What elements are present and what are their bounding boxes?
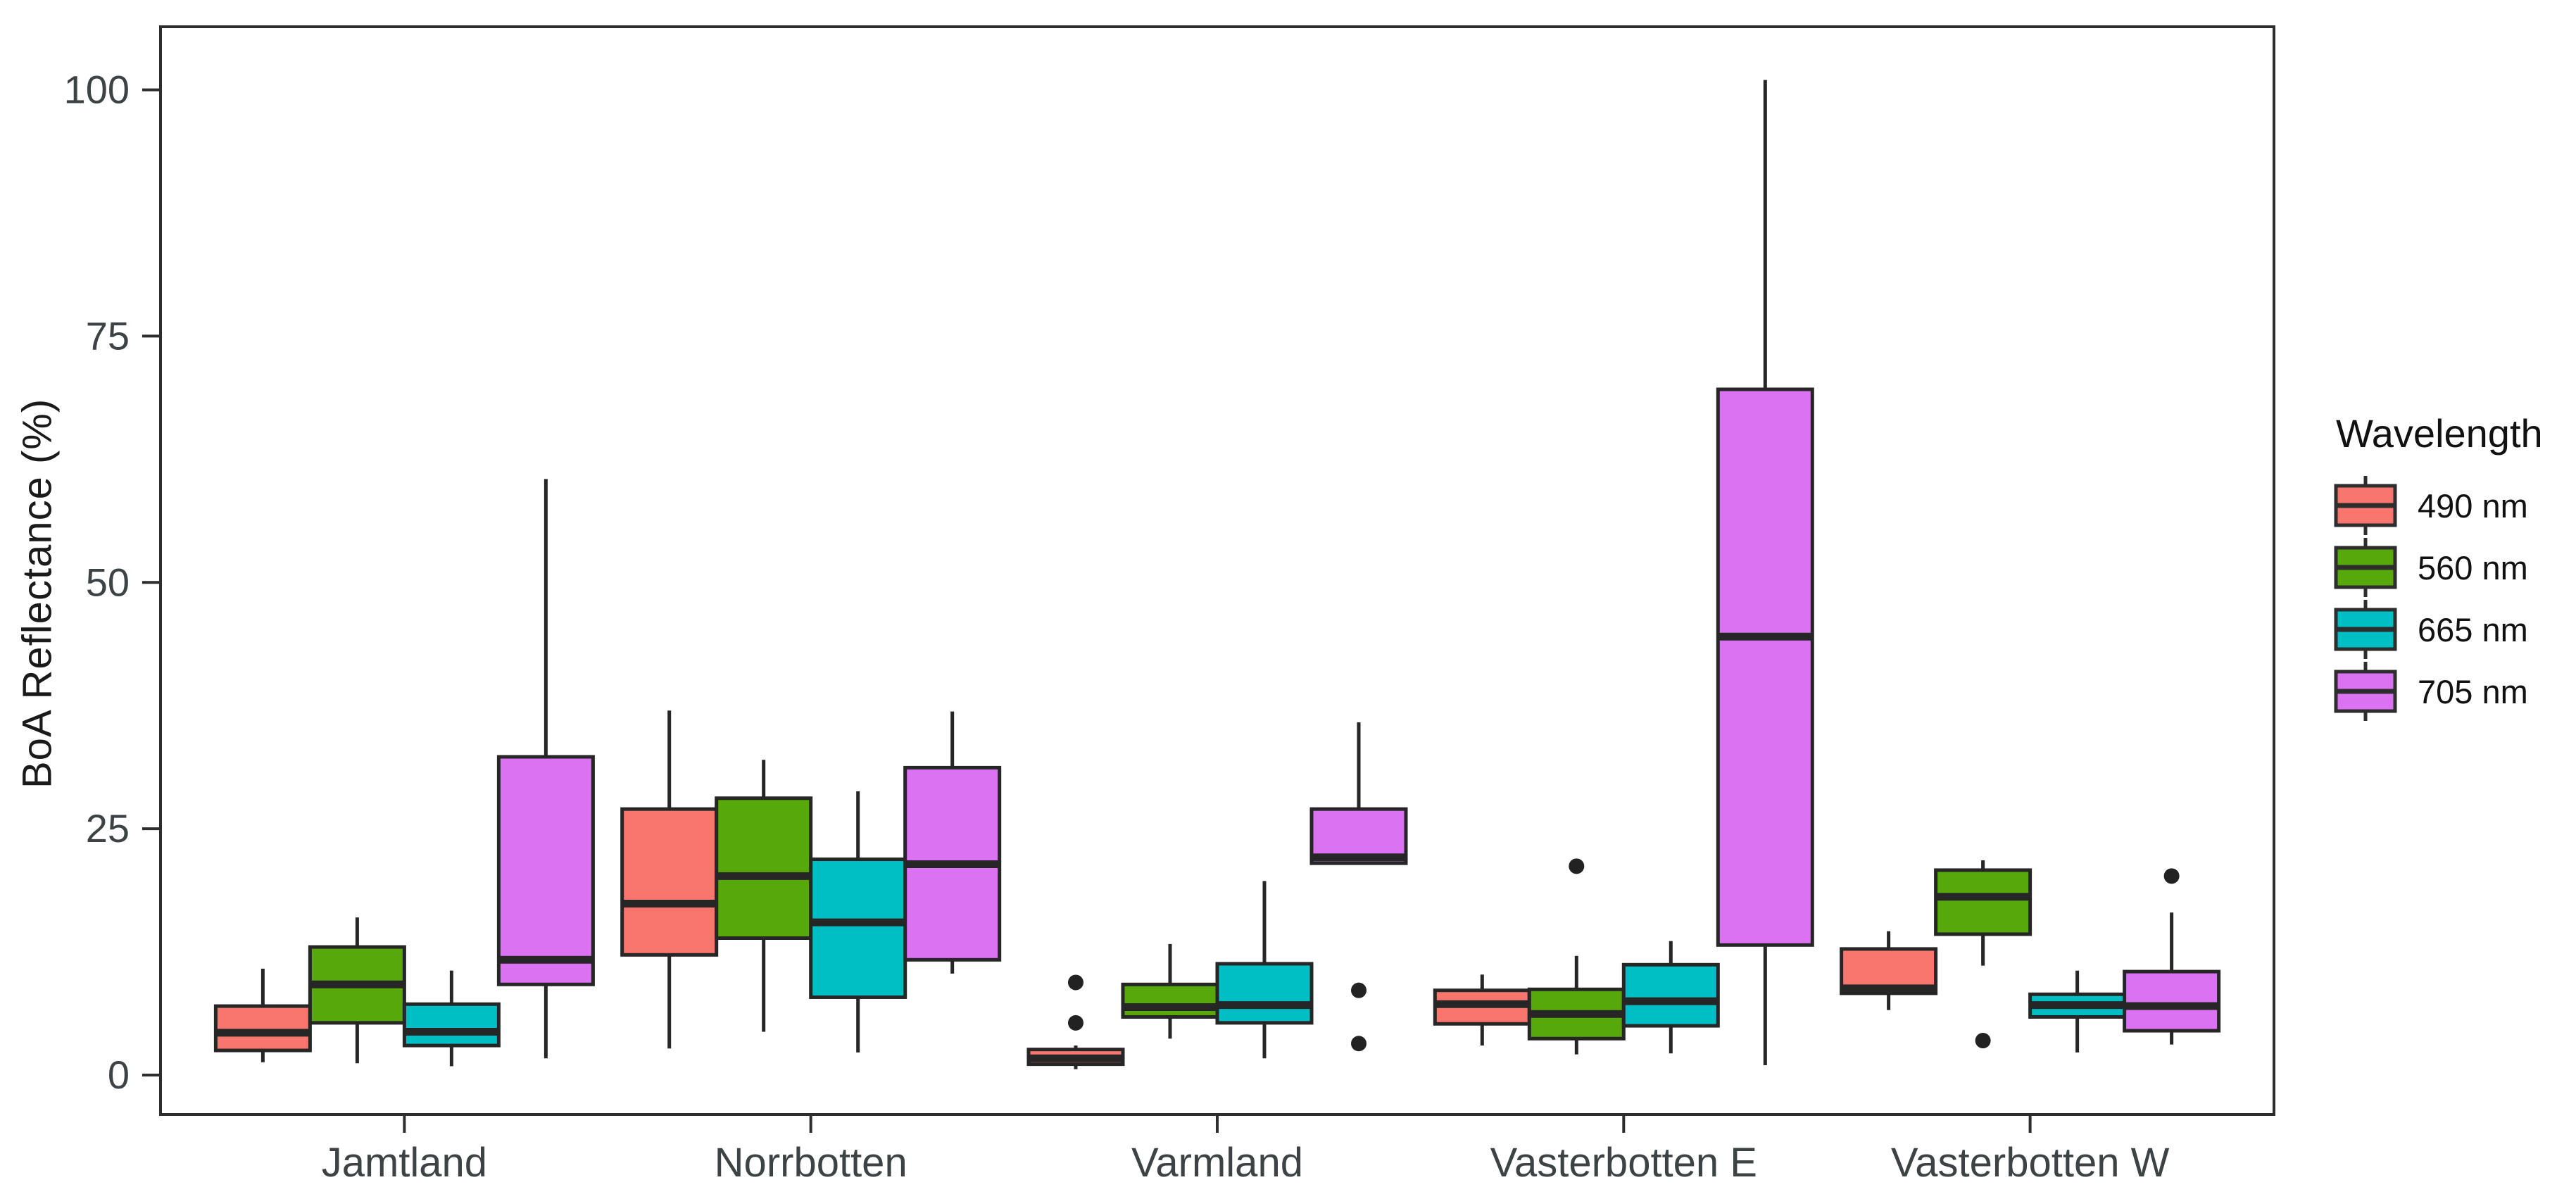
- box-560nm-Jamtland: [308, 917, 406, 1064]
- legend-label: 560 nm: [2418, 548, 2528, 586]
- legend-entries: 490 nm 560 nm 665 nm 705 nm: [2332, 475, 2543, 722]
- box-705nm-Vasterbotten-E: [1716, 80, 1814, 1066]
- legend-entry-705nm: 705 nm: [2332, 660, 2543, 722]
- y-tick-label: 25: [86, 806, 130, 850]
- y-tick-label: 75: [86, 313, 130, 358]
- y-tick-label: 50: [86, 560, 130, 604]
- box-490nm-Jamtland: [213, 968, 312, 1062]
- panel-border: [159, 25, 2275, 1116]
- box-490nm-Vasterbotten-W: [1840, 931, 1938, 1010]
- box-490nm-Vasterbotten-E: [1433, 974, 1531, 1046]
- x-tick-label: Norrbotten: [715, 1140, 907, 1186]
- box-705nm-Vasterbotten-W: [2123, 868, 2221, 1045]
- legend-key-boxplot-icon: [2334, 662, 2397, 721]
- iqr-box: [1716, 387, 1814, 947]
- outlier-point: [1068, 1015, 1083, 1031]
- legend-title: Wavelength: [2336, 411, 2543, 456]
- iqr-box: [1215, 962, 1314, 1025]
- box-665nm-Varmland: [1215, 881, 1314, 1059]
- legend-entry-665nm: 665 nm: [2332, 598, 2543, 660]
- legend-key-boxplot-icon: [2334, 476, 2397, 535]
- iqr-box: [620, 807, 719, 957]
- legend-entry-490nm: 490 nm: [2332, 475, 2543, 536]
- box-705nm-Varmland: [1309, 722, 1408, 1052]
- box-490nm-Varmland: [1026, 974, 1125, 1069]
- box-665nm-Vasterbotten-E: [1621, 941, 1720, 1054]
- iqr-box: [715, 796, 813, 940]
- iqr-box: [496, 755, 595, 986]
- iqr-box: [213, 1004, 312, 1053]
- iqr-box: [1121, 982, 1219, 1019]
- outlier-point: [1351, 982, 1366, 998]
- iqr-box: [1621, 962, 1720, 1028]
- y-tick-label: 0: [108, 1053, 130, 1097]
- x-tick-label: Vasterbotten W: [1891, 1140, 2170, 1186]
- x-tick-label: Jamtland: [322, 1140, 487, 1186]
- legend-label: 665 nm: [2418, 610, 2528, 648]
- x-tick-label: Vasterbotten E: [1490, 1140, 1757, 1186]
- box-705nm-Jamtland: [496, 479, 595, 1059]
- legend: Wavelength 490 nm 560 nm 665 nm 705 nm: [2332, 410, 2543, 722]
- box-705nm-Norrbotten: [903, 711, 1002, 974]
- iqr-box: [809, 858, 907, 999]
- legend-label: 705 nm: [2418, 672, 2528, 710]
- outlier-point: [2163, 868, 2180, 884]
- x-tick-label: Varmland: [1131, 1140, 1303, 1186]
- box-560nm-Vasterbotten-E: [1527, 858, 1626, 1055]
- legend-entry-560nm: 560 nm: [2332, 536, 2543, 598]
- box-560nm-Vasterbotten-W: [1934, 860, 2032, 1049]
- box-665nm-Norrbotten: [809, 791, 907, 1053]
- iqr-box: [402, 1002, 501, 1048]
- outlier-point: [1351, 1036, 1366, 1052]
- outlier-point: [1975, 1033, 1991, 1049]
- box-560nm-Norrbotten: [715, 760, 813, 1032]
- outlier-point: [1068, 974, 1083, 991]
- legend-key-boxplot-icon: [2334, 600, 2397, 659]
- y-tick-label: 100: [64, 68, 130, 112]
- box-665nm-Jamtland: [402, 970, 501, 1067]
- iqr-box: [1934, 868, 2032, 936]
- iqr-box: [2123, 969, 2221, 1033]
- outlier-point: [1569, 858, 1585, 874]
- legend-label: 490 nm: [2418, 486, 2528, 525]
- legend-key-boxplot-icon: [2334, 538, 2397, 597]
